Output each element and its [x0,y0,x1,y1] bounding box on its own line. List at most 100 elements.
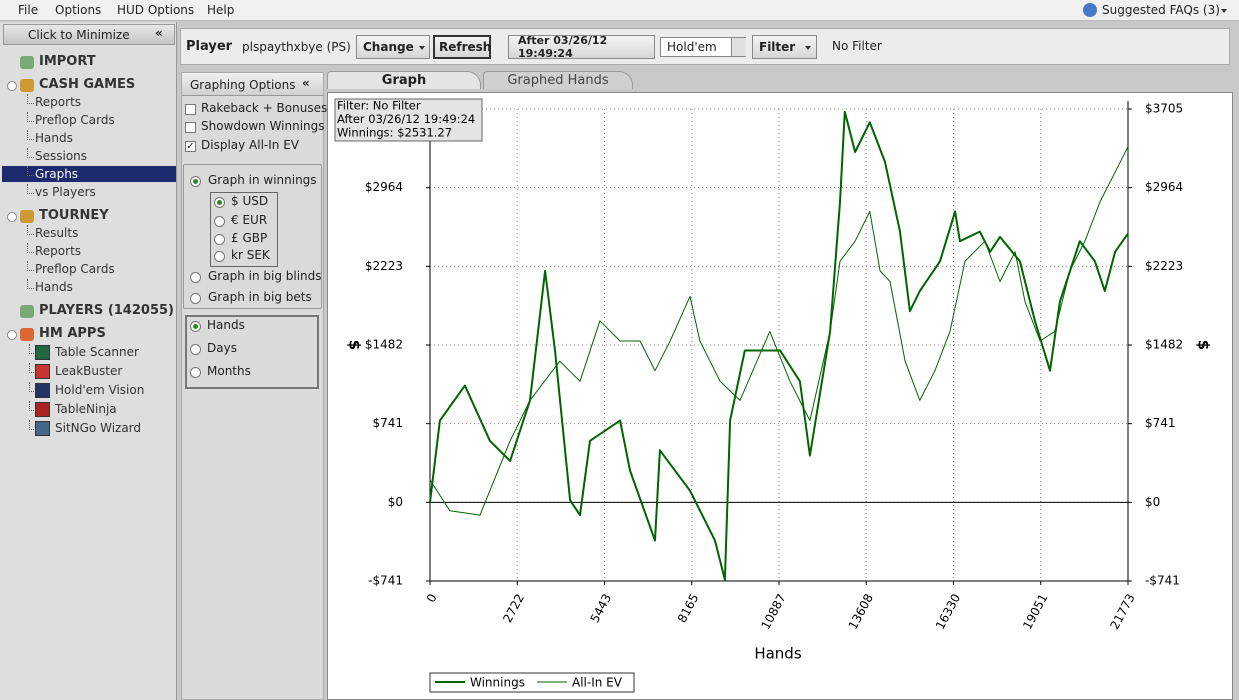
radio-button[interactable] [214,251,225,262]
radio-label[interactable]: Graph in winnings [208,173,317,187]
nav-item[interactable]: SitNGo Wizard [55,421,142,435]
change-button[interactable]: Change [356,35,430,59]
radio-button[interactable] [190,367,201,378]
nav-item[interactable]: Reports [35,244,82,258]
nav-item[interactable]: vs Players [35,185,96,199]
checkbox-label[interactable]: Showdown Winnings [201,119,325,133]
game-select[interactable]: Hold'em [660,37,746,57]
radio-button[interactable] [190,272,201,283]
options-title[interactable]: Graphing Options [190,78,296,92]
checkbox-label[interactable]: Display All-In EV [201,138,300,152]
legend-label: All-In EV [572,676,623,690]
radio-button[interactable] [214,197,225,208]
y-tick-label: $2223 [365,259,403,273]
nav-item[interactable]: Hands [35,280,73,294]
radio-label[interactable]: Graph in big bets [208,290,312,304]
checkbox-label[interactable]: Rakeback + Bonuses [201,101,328,115]
checkbox[interactable] [185,104,196,115]
collapse-icon[interactable]: « [302,76,310,90]
section-icon[interactable] [20,305,34,318]
nav-item[interactable]: Preflop Cards [35,262,115,276]
faq-arrow[interactable] [1221,9,1227,16]
tree-line [27,225,34,235]
nav-item[interactable]: Reports [35,95,82,109]
nav-item[interactable]: LeakBuster [55,364,123,378]
radio-button[interactable] [190,293,201,304]
menu-item[interactable]: HUD Options [117,3,195,17]
tree-line [29,382,36,392]
radio-label[interactable]: Hands [207,318,245,332]
section-icon[interactable] [20,210,34,223]
nav-item[interactable]: Hands [35,131,73,145]
radio-label[interactable]: kr SEK [231,248,270,262]
y-tick-label: -$741 [368,574,403,588]
section-icon[interactable] [20,79,34,92]
tab[interactable]: Graphed Hands [483,71,633,89]
radio-button[interactable] [190,321,201,332]
nav-item[interactable]: TableNinja [55,402,117,416]
tree-toggle[interactable] [7,212,17,222]
section-title[interactable]: PLAYERS (142055) [39,303,174,318]
chart-area [327,92,1233,700]
tree-toggle[interactable] [7,330,17,340]
radio-button[interactable] [214,234,225,245]
dropdown-arrow[interactable] [419,46,425,53]
app-icon[interactable] [35,364,50,379]
nav-item[interactable]: Table Scanner [55,345,139,359]
checkbox[interactable]: ✓ [185,141,196,152]
y2-tick-label: -$741 [1145,574,1180,588]
refresh-button[interactable]: Refresh [433,35,491,59]
section-title[interactable]: HM APPS [39,326,106,341]
radio-button[interactable] [190,344,201,355]
tree-line [29,420,36,430]
date-button[interactable]: After 03/26/12 19:49:24 [508,34,655,60]
collapse-icon[interactable]: « [155,26,163,40]
radio-button[interactable] [190,176,201,187]
x-tick-label: 5443 [588,591,615,625]
section-title[interactable]: IMPORT [39,54,96,69]
tree-line [27,130,34,140]
section-icon[interactable] [20,56,34,69]
checkbox[interactable] [185,122,196,133]
radio-button[interactable] [214,216,225,227]
filter-line: After 03/26/12 19:49:24 [337,112,475,126]
section-title[interactable]: TOURNEY [39,208,109,223]
menu-bar [0,0,1239,21]
legend-label: Winnings [470,676,525,690]
tree-line [29,344,36,354]
nav-item[interactable]: Results [35,226,79,240]
select-arrow[interactable] [731,38,746,56]
nav-item[interactable]: Graphs [35,167,79,181]
radio-label[interactable]: Graph in big blinds [208,269,322,283]
x-tick-label: 21773 [1107,591,1137,631]
app-icon[interactable] [35,345,50,360]
menu-item[interactable]: Options [55,3,102,17]
radio-label[interactable]: Days [207,341,237,355]
radio-label[interactable]: $ USD [231,194,269,208]
app-icon[interactable] [35,383,50,398]
section-icon[interactable] [20,328,34,341]
x-tick-label: 0 [424,591,440,604]
nav-item[interactable]: Preflop Cards [35,113,115,127]
radio-label[interactable]: £ GBP [231,231,268,245]
tree-line [27,166,34,176]
faq-link[interactable]: Suggested FAQs (3) [1102,3,1220,17]
dropdown-arrow[interactable] [805,46,811,53]
radio-label[interactable]: € EUR [231,213,268,227]
tree-line [27,112,34,122]
tab[interactable]: Graph [327,71,481,89]
menu-item[interactable]: Help [207,3,235,17]
options-header[interactable] [182,73,323,96]
help-icon[interactable] [1083,3,1097,17]
radio-label[interactable]: Months [207,364,251,378]
x-tick-label: 10887 [758,591,788,631]
menu-item[interactable]: File [18,3,39,17]
sidebar-header[interactable] [3,24,175,45]
app-icon[interactable] [35,421,50,436]
nav-item[interactable]: Sessions [35,149,88,163]
nav-item[interactable]: Hold'em Vision [55,383,145,397]
tree-toggle[interactable] [7,81,17,91]
app-icon[interactable] [35,402,50,417]
section-title[interactable]: CASH GAMES [39,77,136,92]
sidebar-header-text[interactable]: Click to Minimize [28,28,130,42]
